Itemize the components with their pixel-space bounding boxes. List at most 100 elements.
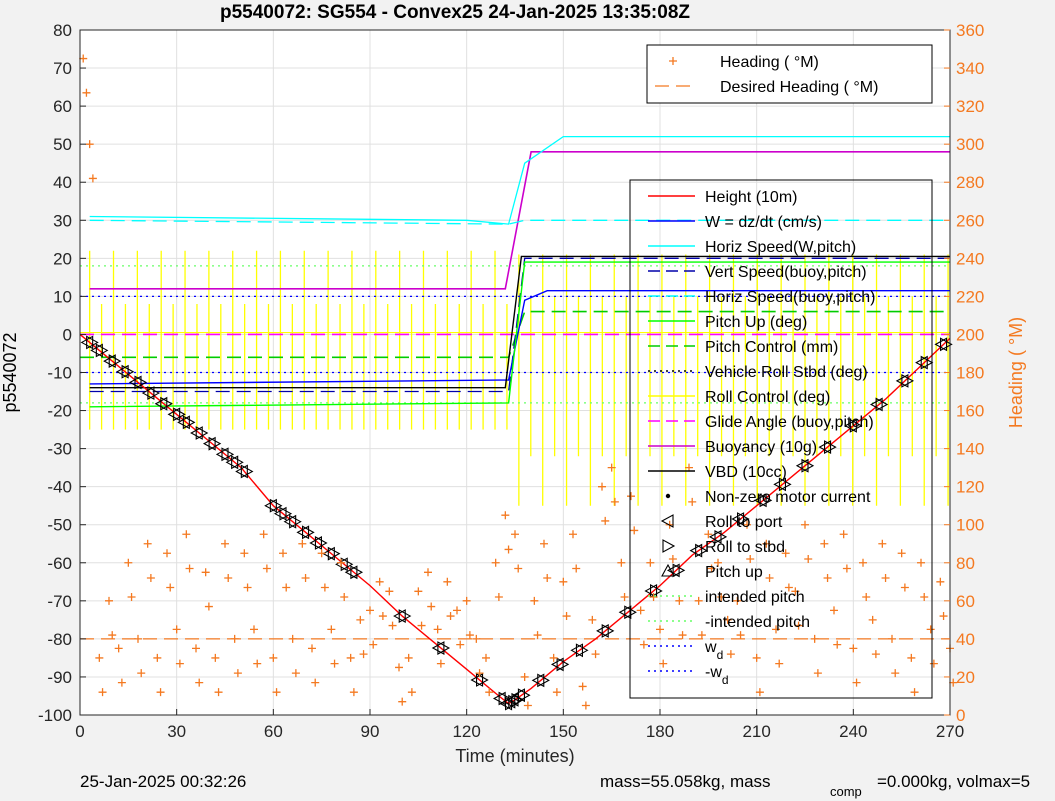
y2-tick-label: 0 [956,706,965,725]
desired-heading-legend-label: Desired Heading ( °M) [720,79,878,96]
heading-point [688,497,697,506]
heading-legend-box [646,44,933,104]
y2-tick-label: 300 [956,135,984,154]
x-tick-label: 30 [167,722,186,741]
heading-point [192,644,200,653]
heading-point [395,663,403,672]
heading-point [926,625,935,634]
heading-point [308,644,316,653]
y-tick-label: 70 [53,59,72,78]
roll-to-stbd-marker [327,546,341,561]
heading-legend-label: Heading ( °M) [720,54,819,71]
legend-label: Pitch Control (mm) [705,339,838,356]
roll-to-stbd-marker [714,529,728,544]
roll-to-stbd-marker [901,373,915,388]
heading-point [784,583,793,592]
y2-tick-label: 220 [956,287,984,306]
heading-point [465,631,474,640]
heading-point [259,530,268,539]
roll-to-stbd-marker [147,386,161,400]
heading-point [581,701,590,710]
y2-tick-label: 60 [956,592,975,611]
x-tick-label: 0 [75,722,84,741]
heading-point [378,612,387,621]
heading-point [900,583,909,592]
series-vert-speed [89,257,950,393]
heading-point [446,612,455,621]
heading-point [298,539,307,548]
legend-label: Vert Speed(buoy,pitch) [705,264,867,281]
heading-point [743,520,751,529]
roll-to-stbd-marker [940,337,953,352]
roll-to-stbd-marker [231,455,244,470]
y-tick-label: -60 [47,554,72,573]
heading-point [250,625,258,634]
heading-point [185,564,194,573]
heading-point [340,593,349,602]
heading-point [291,669,300,678]
heading-point [269,653,278,662]
heading-point [279,549,287,558]
heading-point [224,574,233,582]
heading-point [124,558,133,567]
heading-point [907,653,916,662]
heading-point [610,497,619,506]
roll-to-stbd-marker [537,673,550,688]
heading-point [95,653,104,662]
heading-point [830,606,838,615]
x-tick-label: 60 [264,722,283,741]
heading-point [511,530,519,539]
legend-swatch [662,539,676,553]
heading-point [427,602,436,611]
y2-tick-label: 240 [956,249,984,268]
legend-label: Horiz Speed(buoy,pitch) [705,289,875,306]
roll-to-stbd-marker [289,514,302,529]
chart-title: p5540072: SG554 - Convex25 24-Jan-2025 1… [220,2,690,23]
legend-swatch [661,563,675,577]
heading-point [414,587,423,596]
heading-point [842,564,851,573]
roll-to-stbd-marker [437,641,451,655]
y-tick-label: -40 [47,478,72,497]
y2-tick-label: 140 [956,440,984,459]
heading-point [253,659,262,668]
heading-point [453,606,461,615]
y2-tick-label: 80 [956,554,975,573]
legend-label: Roll Control (deg) [705,389,830,406]
heading-point [485,688,494,697]
series-roll-markers [80,335,953,711]
roll-to-stbd-marker [314,536,328,550]
y2-tick-label: 180 [956,364,984,383]
roll-to-stbd-marker [95,343,109,358]
roll-to-stbd-marker [601,623,615,638]
x-tick-label: 150 [549,722,577,741]
roll-to-stbd-marker [182,415,196,430]
heading-point [482,653,490,662]
heading-point [272,688,281,697]
y2-tick-label: 280 [956,173,984,192]
series-heading [79,54,958,710]
heading-point [204,602,213,611]
y-tick-label: -70 [47,592,72,611]
heading-point [79,54,88,63]
y-tick-label: 80 [53,21,72,40]
roll-to-stbd-marker [778,477,792,492]
roll-to-stbd-marker [695,543,708,558]
heading-point [337,558,345,567]
heading-point [424,568,432,577]
heading-point [214,688,223,697]
heading-point [862,593,871,602]
heading-point [765,574,774,582]
series-horiz-speed-buoy [89,219,950,225]
y-axis-label: p5540072 [0,332,20,412]
heading-point [317,549,326,558]
y2-axis-label: Heading ( °M) [1006,317,1026,428]
heading-point [675,596,684,605]
heading-point [852,678,861,687]
heading-point [311,678,320,687]
heading-point [182,530,191,539]
heading-point [646,558,655,567]
heading-point [714,558,722,567]
heading-point [562,612,571,621]
